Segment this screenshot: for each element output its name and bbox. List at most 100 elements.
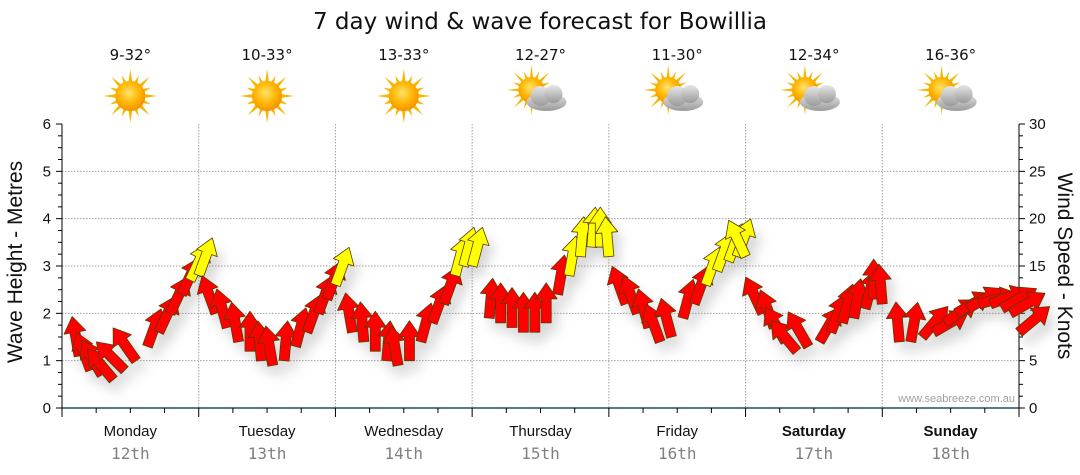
sun-icon <box>376 69 431 123</box>
day-label: Saturday <box>782 423 847 440</box>
wind-arrow <box>500 287 524 328</box>
temperature-range: 9-32° <box>110 46 152 64</box>
left-tick-label: 4 <box>43 211 51 228</box>
sun-ray <box>401 108 406 123</box>
wind-arrow <box>95 341 129 375</box>
sun-ray <box>923 72 936 84</box>
sun-ray <box>529 65 534 80</box>
partly-cloudy-icon <box>779 65 840 115</box>
sun-ray <box>506 88 521 92</box>
cloud-shape <box>526 85 567 111</box>
wind-arrow <box>330 246 355 288</box>
sun-ray <box>650 96 662 108</box>
left-tick-label: 0 <box>43 400 51 417</box>
sun-ray <box>128 69 133 84</box>
wind-arrow <box>193 237 218 278</box>
sun-ray <box>643 88 658 92</box>
partly-cloudy-icon <box>506 65 567 115</box>
temperature-range: 12-34° <box>788 46 839 64</box>
sun-ray <box>916 88 931 92</box>
day-label: Sunday <box>924 423 979 440</box>
wind-arrow <box>87 348 118 384</box>
temperature-range: 13-33° <box>378 46 429 64</box>
day-label: Tuesday <box>239 423 296 440</box>
wind-arrow <box>1015 306 1051 337</box>
partly-cloudy-icon <box>916 65 977 115</box>
partly-cloudy-icon <box>643 65 704 115</box>
date-label: 12th <box>111 444 150 463</box>
temperature-range: 11-30° <box>652 46 703 64</box>
wind-arrows <box>63 206 1056 393</box>
sun-icon <box>103 69 158 123</box>
sun-ray <box>923 96 936 108</box>
sun-disc <box>252 81 283 111</box>
sun-ray <box>279 93 295 99</box>
left-tick-label: 6 <box>43 116 51 133</box>
date-label: 17th <box>795 444 834 463</box>
sun-disc <box>115 81 146 111</box>
wind-arrow <box>489 282 513 324</box>
cloud-part <box>681 85 700 103</box>
temperature-range: 12-27° <box>515 46 566 64</box>
wind-arrow <box>903 301 927 344</box>
wind-arrow <box>337 292 360 334</box>
date-label: 18th <box>931 444 970 463</box>
right-tick-label: 30 <box>1029 116 1046 133</box>
temperature-range: 16-36° <box>925 46 976 64</box>
sun-ray <box>537 72 550 84</box>
x-axis-labels: Monday 12th Tuesday 13th Wednesday 14th Thursd… <box>104 423 979 463</box>
arrow-marks <box>63 206 1051 384</box>
right-tick-label: 5 <box>1029 353 1037 370</box>
wind-arrow <box>1007 291 1046 319</box>
sun-ray <box>666 65 670 80</box>
day-label: Monday <box>104 423 158 440</box>
axes: 0123456051015202530 <box>43 116 1046 417</box>
wind-arrow <box>274 320 298 362</box>
sun-ray <box>240 93 255 99</box>
date-label: 15th <box>521 444 560 463</box>
sun-ray <box>513 96 526 108</box>
wind-arrow <box>363 310 387 352</box>
wind-arrow <box>466 226 490 268</box>
sun-ray <box>376 93 391 99</box>
cloud-part <box>817 85 836 103</box>
chart-title: 7 day wind & wave forecast for Bowillia <box>313 9 767 35</box>
sun-icon <box>240 69 295 123</box>
day-label: Wednesday <box>364 423 443 440</box>
date-label: 16th <box>658 444 697 463</box>
wind-arrow <box>112 327 141 364</box>
wind-arrow <box>846 278 870 320</box>
sun-ray <box>401 69 406 84</box>
left-axis-title: Wave Height - Metres <box>4 161 27 363</box>
right-tick-label: 15 <box>1029 258 1046 275</box>
sun-ray <box>416 93 431 99</box>
sun-ray <box>103 93 118 99</box>
arrow-shadow <box>1021 316 1056 347</box>
sun-ray <box>811 72 823 84</box>
sun-ray <box>265 69 270 84</box>
date-label: 13th <box>248 444 287 463</box>
wind-arrow <box>223 301 246 344</box>
left-tick-label: 3 <box>43 258 51 275</box>
wind-arrow <box>534 282 558 324</box>
right-tick-label: 0 <box>1029 400 1037 417</box>
sun-ray <box>128 108 133 123</box>
wind-arrow <box>595 216 619 258</box>
left-tick-label: 2 <box>43 305 51 322</box>
wind-arrow <box>654 297 677 339</box>
wind-arrow <box>770 320 802 355</box>
wind-arrow <box>257 325 280 367</box>
sun-ray <box>513 72 526 84</box>
cloud-part <box>954 85 973 103</box>
day-label: Thursday <box>509 423 572 440</box>
sun-ray <box>265 108 270 123</box>
sun-ray <box>674 72 686 84</box>
wind-arrow <box>786 311 813 350</box>
right-axis-title: Wind Speed - Knots <box>1053 173 1076 360</box>
sun-ray <box>803 65 807 80</box>
sun-ray <box>143 93 158 99</box>
date-label: 14th <box>385 444 424 463</box>
wind-arrow <box>725 219 751 260</box>
sun-disc <box>388 81 419 111</box>
